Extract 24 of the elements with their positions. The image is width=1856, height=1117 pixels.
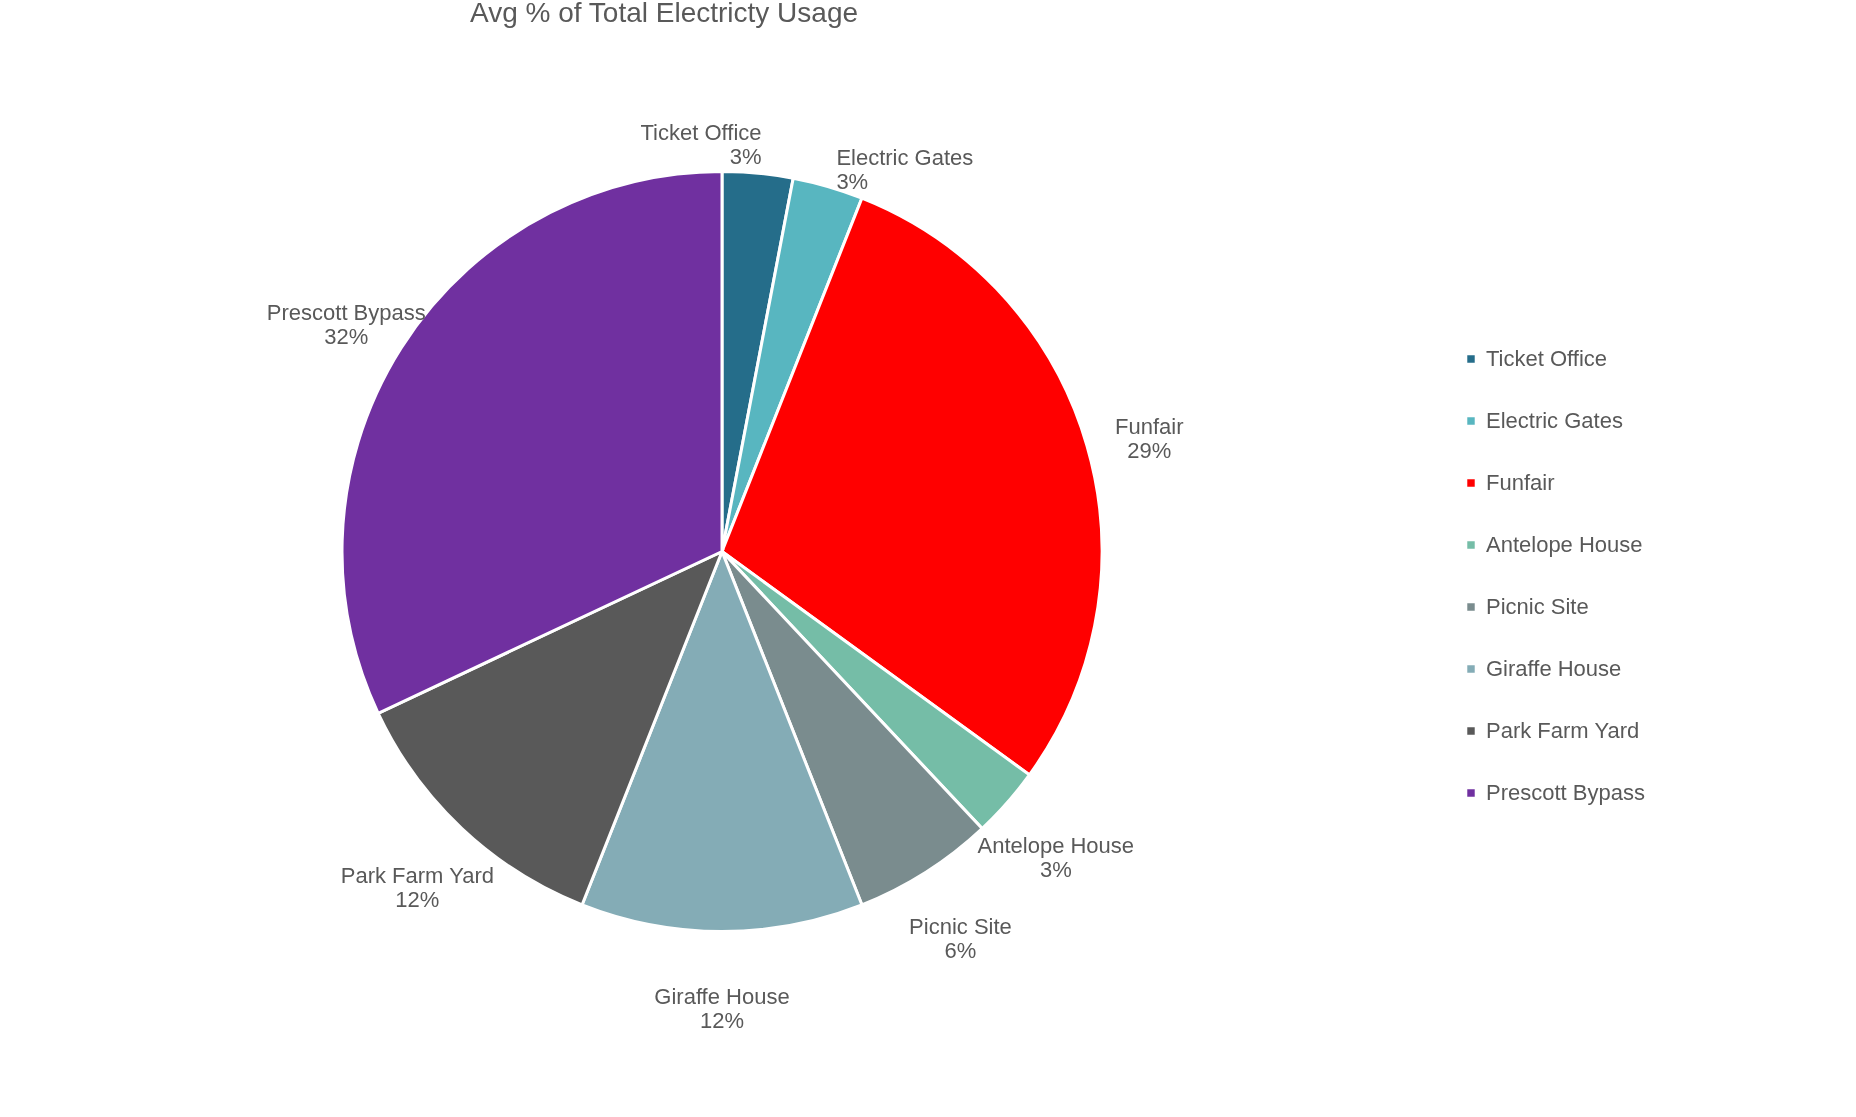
data-label: 12% bbox=[699, 1007, 745, 1033]
slice-label: Picnic Site bbox=[909, 914, 1012, 940]
data-label: 12% bbox=[395, 886, 440, 912]
chart-title: Avg % of Total Electricty Usage bbox=[470, 0, 859, 28]
slice-label: Giraffe House bbox=[654, 983, 790, 1009]
data-label: 29% bbox=[1127, 438, 1172, 464]
slice-label: Prescott Bypass bbox=[266, 300, 426, 326]
legend-label: Funfair bbox=[1486, 470, 1555, 495]
slice-label: Ticket Office bbox=[640, 120, 762, 146]
legend-label: Antelope House bbox=[1486, 532, 1643, 557]
data-label: 6% bbox=[944, 938, 977, 964]
data-label: 32% bbox=[324, 324, 369, 350]
data-label: 3% bbox=[729, 144, 762, 170]
legend-label: Prescott Bypass bbox=[1486, 780, 1645, 805]
data-label: 3% bbox=[836, 168, 869, 194]
slice-label: Funfair bbox=[1115, 414, 1184, 440]
legend-label: Giraffe House bbox=[1486, 656, 1622, 681]
legend-label: Picnic Site bbox=[1486, 594, 1589, 619]
legend-label: Electric Gates bbox=[1486, 408, 1623, 433]
legend-label: Park Farm Yard bbox=[1486, 718, 1640, 743]
slice-label: Park Farm Yard bbox=[340, 862, 494, 888]
legend-label: Ticket Office bbox=[1486, 346, 1608, 371]
slice-label: Electric Gates bbox=[836, 144, 974, 170]
slice-label: Antelope House bbox=[977, 832, 1135, 858]
